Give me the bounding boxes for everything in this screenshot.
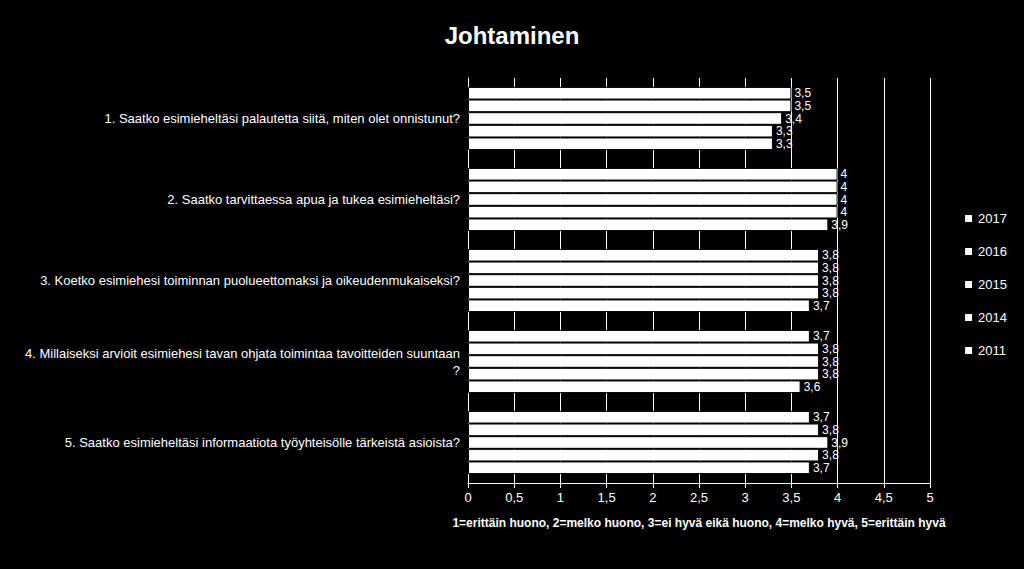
svg-text:3,7: 3,7: [813, 461, 830, 475]
svg-text:3,4: 3,4: [785, 111, 802, 126]
svg-text:3,5: 3,5: [782, 490, 800, 505]
svg-text:3,3: 3,3: [775, 124, 793, 139]
svg-text:4: 4: [840, 192, 848, 207]
svg-text:0: 0: [464, 490, 471, 505]
svg-text:4. Millaiseksi arvioit esimieh: 4. Millaiseksi arvioit esimiehesi tavan …: [25, 346, 460, 361]
svg-text:3,5: 3,5: [794, 98, 812, 113]
svg-text:2014: 2014: [978, 310, 1007, 325]
svg-text:2. Saatko tarvittaessa apua ja: 2. Saatko tarvittaessa apua ja tukea esi…: [167, 192, 460, 207]
svg-text:3,6: 3,6: [804, 380, 821, 394]
svg-text:3,8: 3,8: [822, 422, 839, 437]
svg-text:1. Saatko esimieheltäsi palaut: 1. Saatko esimieheltäsi palautetta siitä…: [104, 111, 460, 126]
svg-text:3. Koetko esimiehesi toiminnan: 3. Koetko esimiehesi toiminnan puolueett…: [40, 273, 460, 288]
svg-text:3,8: 3,8: [822, 248, 839, 263]
svg-text:3,8: 3,8: [822, 367, 839, 381]
svg-text:1,5: 1,5: [598, 490, 616, 505]
svg-text:3: 3: [742, 490, 749, 505]
svg-text:3,8: 3,8: [822, 448, 839, 463]
svg-text:Johtaminen: Johtaminen: [445, 22, 580, 49]
svg-text:1=erittäin huono, 2=melko huon: 1=erittäin huono, 2=melko huono, 3=ei hy…: [452, 516, 945, 530]
svg-text:0,5: 0,5: [505, 490, 523, 505]
svg-text:5: 5: [926, 490, 933, 505]
svg-text:2,5: 2,5: [690, 490, 708, 505]
svg-text:3,9: 3,9: [831, 435, 848, 450]
svg-text:5. Saatko esimieheltäsi inform: 5. Saatko esimieheltäsi informaatiota ty…: [65, 435, 460, 450]
svg-text:3,7: 3,7: [813, 299, 830, 313]
svg-text:2017: 2017: [978, 211, 1007, 226]
svg-text:4: 4: [840, 167, 848, 182]
svg-text:3,7: 3,7: [812, 329, 830, 344]
svg-text:3,9: 3,9: [831, 218, 848, 232]
svg-text:1: 1: [557, 490, 564, 505]
svg-text:?: ?: [453, 363, 460, 378]
svg-text:3,8: 3,8: [822, 354, 839, 369]
svg-text:3,7: 3,7: [812, 410, 830, 425]
svg-text:2016: 2016: [978, 244, 1007, 259]
svg-text:4: 4: [840, 205, 848, 220]
svg-text:2: 2: [649, 490, 656, 505]
svg-text:4: 4: [840, 179, 848, 194]
svg-text:3,8: 3,8: [822, 273, 839, 288]
svg-text:4,5: 4,5: [875, 490, 893, 505]
svg-text:3,8: 3,8: [822, 260, 839, 275]
svg-text:3,3: 3,3: [776, 137, 793, 151]
svg-text:3,8: 3,8: [822, 286, 839, 301]
svg-text:2015: 2015: [978, 277, 1007, 292]
svg-text:3,5: 3,5: [794, 86, 812, 101]
svg-text:3,8: 3,8: [822, 341, 839, 356]
svg-text:2011: 2011: [978, 343, 1006, 358]
svg-text:4: 4: [834, 490, 841, 505]
